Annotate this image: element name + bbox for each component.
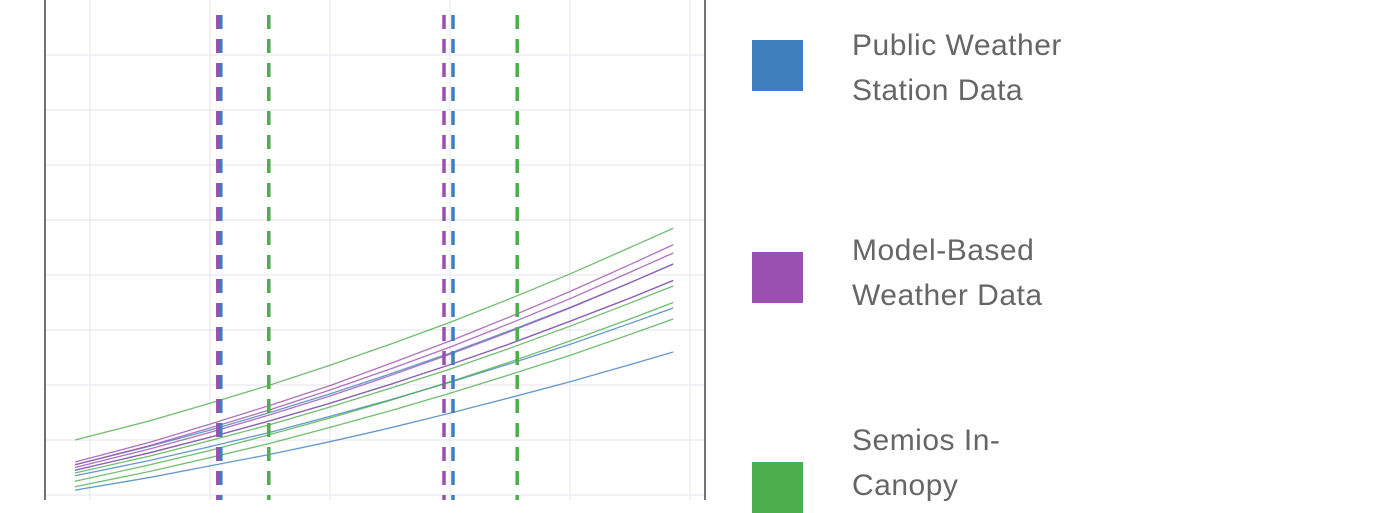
- series-line: [74, 351, 674, 491]
- series-line: [74, 318, 674, 488]
- legend-swatch: [752, 40, 803, 91]
- legend-label: Model-Based Weather Data: [852, 234, 1043, 312]
- series-line: [74, 285, 674, 474]
- page: {"chart_data": { "type": "line", "x": [-…: [44, 0, 1062, 513]
- series-line: [74, 279, 674, 471]
- series-line: [74, 307, 674, 477]
- plot-area: [45, 0, 705, 500]
- series-line: [74, 244, 674, 463]
- legend-swatch: [752, 462, 803, 513]
- legend-swatch: [752, 252, 803, 303]
- chart: [44, 0, 706, 500]
- legend-label: Semios In-Canopy: [852, 424, 1001, 502]
- series-line: [74, 301, 674, 482]
- series-line: [74, 263, 674, 466]
- series-line: [74, 263, 674, 469]
- series-line: [74, 252, 674, 466]
- series-line: [74, 227, 674, 441]
- legend-label: Public Weather Station Data: [852, 29, 1062, 107]
